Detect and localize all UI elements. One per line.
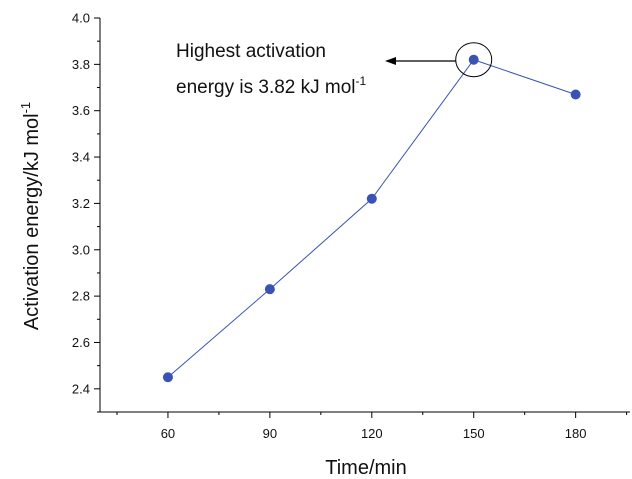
data-point	[264, 284, 275, 295]
y-ticks: 2.4 2.6 2.8 3.0 3.2 3.4 3.6 3.8 4.0	[72, 11, 100, 413]
y-tick-label: 3.6	[72, 103, 90, 118]
annotation-line2-base: energy is 3.82 kJ mol	[176, 77, 356, 98]
data-point	[570, 89, 581, 100]
annotation-line2: energy is 3.82 kJ mol-1	[176, 74, 367, 98]
x-tick-label: 150	[463, 426, 485, 441]
y-tick-label: 3.8	[72, 57, 90, 72]
annotation-line1: Highest activation	[176, 41, 326, 62]
x-tick-label: 180	[565, 426, 587, 441]
highlight-ellipse	[455, 42, 493, 78]
y-tick-label: 3.0	[72, 242, 90, 257]
x-tick-label: 60	[161, 426, 175, 441]
annotation-line2-superscript: -1	[356, 74, 367, 88]
y-axis-title-base: Activation energy/kJ mol	[21, 113, 43, 330]
x-ticks: 60 90 120 150 180	[116, 412, 628, 441]
y-axis-title-superscript: -1	[18, 102, 33, 114]
y-tick-label: 2.6	[72, 335, 90, 350]
annotation: Highest activation energy is 3.82 kJ mol…	[176, 41, 493, 98]
data-point	[162, 372, 173, 383]
series-line	[167, 59, 576, 378]
y-tick-label: 2.8	[72, 289, 90, 304]
y-tick-label: 3.4	[72, 150, 90, 165]
x-tick-label: 90	[263, 426, 277, 441]
y-tick-label: 4.0	[72, 11, 90, 26]
x-axis-title: Time/min	[325, 457, 406, 479]
x-tick-label: 120	[361, 426, 383, 441]
y-axis-title: Activation energy/kJ mol-1	[18, 102, 43, 330]
annotation-arrowhead	[385, 57, 396, 65]
series	[162, 54, 581, 383]
y-tick-label: 2.4	[72, 381, 90, 396]
data-point	[468, 54, 479, 65]
axes	[99, 18, 630, 413]
y-tick-label: 3.2	[72, 196, 90, 211]
data-point	[366, 193, 377, 204]
